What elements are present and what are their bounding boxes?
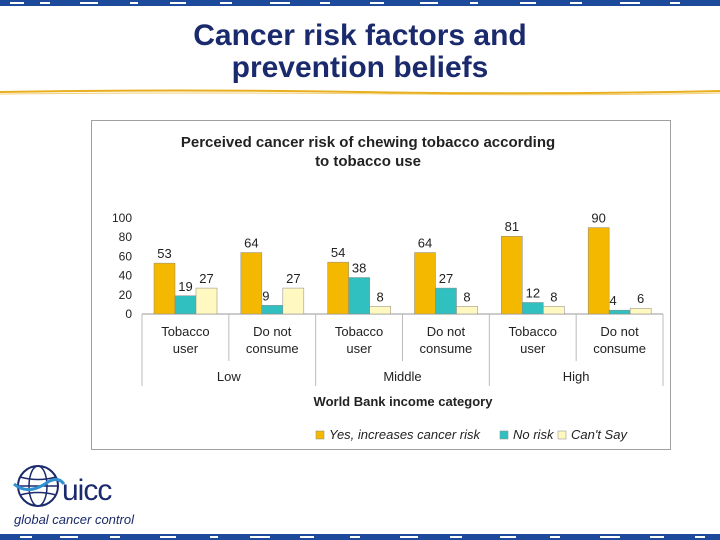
data-label: 64 bbox=[244, 236, 258, 251]
x-tick-label: user bbox=[173, 341, 199, 356]
chart-title-line-1: Perceived cancer risk of chewing tobacco… bbox=[181, 134, 555, 151]
bar bbox=[608, 309, 631, 315]
legend-label: Can't Say bbox=[571, 427, 628, 442]
slide-title-line-2: prevention beliefs bbox=[231, 51, 489, 84]
bar bbox=[327, 261, 349, 315]
slide-title-line-1: Cancer risk factors and bbox=[193, 19, 527, 52]
bar bbox=[414, 252, 436, 315]
uicc-logo bbox=[13, 465, 66, 507]
bar bbox=[195, 287, 218, 315]
bottom-decorative-band bbox=[0, 534, 720, 540]
logo-tagline: global cancer control bbox=[14, 512, 134, 527]
group-label: Middle bbox=[383, 369, 421, 384]
data-label: 9 bbox=[262, 288, 269, 303]
bar bbox=[435, 287, 457, 315]
top-decorative-band bbox=[0, 0, 720, 6]
bar bbox=[261, 305, 284, 315]
title-divider bbox=[0, 89, 720, 96]
legend-swatch bbox=[499, 430, 509, 440]
x-tick-label: Do not bbox=[600, 324, 639, 339]
bar bbox=[587, 227, 610, 315]
x-tick-label: user bbox=[346, 341, 372, 356]
x-tick-label: Do not bbox=[427, 324, 466, 339]
x-tick-label: user bbox=[520, 341, 546, 356]
chart-axes: 0 20 40 60 80 100 Tobacco user Do not consume Toba… bbox=[112, 211, 664, 386]
bar bbox=[522, 302, 544, 315]
x-tick-label: consume bbox=[246, 341, 299, 356]
data-label: 8 bbox=[463, 289, 470, 304]
data-label: 4 bbox=[610, 293, 617, 308]
y-tick-label: 80 bbox=[119, 230, 133, 244]
x-tick-label: Do not bbox=[253, 324, 292, 339]
data-label: 19 bbox=[178, 279, 192, 294]
data-label: 38 bbox=[352, 261, 366, 276]
bar-chart: Perceived cancer risk of chewing tobacco… bbox=[112, 134, 664, 442]
x-tick-label: Tobacco bbox=[335, 324, 383, 339]
bar bbox=[240, 252, 263, 315]
bar bbox=[348, 277, 370, 315]
data-label: 81 bbox=[505, 219, 519, 234]
bar bbox=[629, 307, 652, 315]
legend-label: No risk bbox=[513, 427, 555, 442]
chart-bars bbox=[153, 227, 652, 315]
data-label: 53 bbox=[157, 246, 171, 261]
bar bbox=[369, 306, 391, 315]
data-label: 27 bbox=[439, 271, 453, 286]
bar bbox=[174, 295, 197, 315]
y-tick-label: 100 bbox=[112, 211, 132, 225]
slide-title: Cancer risk factors and prevention belie… bbox=[150, 20, 570, 84]
legend-swatch bbox=[557, 430, 567, 440]
logo-wordmark: uicc bbox=[62, 474, 112, 507]
chart-title-line-2: to tobacco use bbox=[315, 153, 421, 170]
data-label: 6 bbox=[637, 291, 644, 306]
data-label: 54 bbox=[331, 245, 345, 260]
bar bbox=[543, 306, 565, 315]
chart-frame: Perceived cancer risk of chewing tobacco… bbox=[91, 120, 671, 450]
y-tick-label: 60 bbox=[119, 249, 133, 263]
x-tick-label: Tobacco bbox=[161, 324, 209, 339]
x-tick-label: consume bbox=[593, 341, 646, 356]
data-label: 8 bbox=[377, 289, 384, 304]
data-label: 90 bbox=[591, 211, 605, 226]
y-tick-label: 0 bbox=[125, 307, 132, 321]
x-axis-title: World Bank income category bbox=[314, 394, 494, 409]
chart-legend: Yes, increases cancer risk No risk Can't S… bbox=[315, 427, 628, 442]
data-label: 12 bbox=[526, 285, 540, 300]
x-tick-label: Tobacco bbox=[509, 324, 557, 339]
chart-data-labels: 53 64 54 64 81 90 19 9 38 27 12 4 27 27 8 8 8 6 bbox=[157, 211, 644, 309]
legend-label: Yes, increases cancer risk bbox=[329, 427, 482, 442]
globe-icon bbox=[13, 465, 66, 507]
y-tick-label: 40 bbox=[119, 269, 133, 283]
data-label: 27 bbox=[199, 271, 213, 286]
bar bbox=[282, 287, 305, 315]
legend-swatch bbox=[315, 430, 325, 440]
bar bbox=[501, 235, 523, 315]
data-label: 64 bbox=[418, 236, 432, 251]
x-tick-label: consume bbox=[420, 341, 473, 356]
data-label: 8 bbox=[550, 289, 557, 304]
group-label: Low bbox=[217, 369, 241, 384]
y-tick-label: 20 bbox=[119, 288, 133, 302]
group-label: High bbox=[563, 369, 590, 384]
data-label: 27 bbox=[286, 271, 300, 286]
bar bbox=[153, 262, 176, 315]
bar bbox=[456, 306, 478, 315]
